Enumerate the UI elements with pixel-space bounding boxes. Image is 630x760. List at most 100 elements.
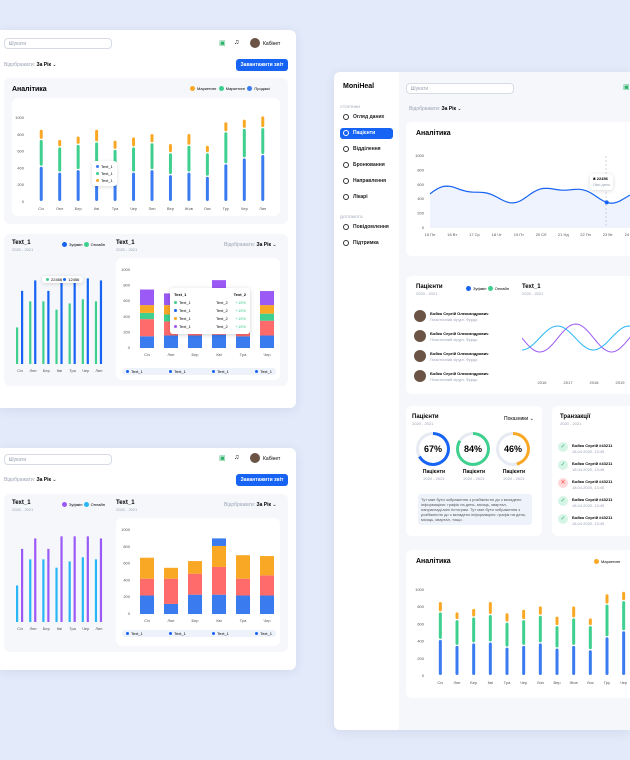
x-tick-label: Тра [504,680,511,685]
bar-segment [260,291,274,306]
search-input[interactable]: Шукати ⌕ [4,38,112,49]
x-tick-label: Гру [604,680,610,685]
period-selector[interactable]: Відображати: За Рік ⌄ [4,477,57,483]
bar-segment [242,119,246,128]
search-input-2[interactable]: Шукати ⌕ [4,454,112,465]
period-selector-3[interactable]: Відображати: За Рік ⌄ [224,502,277,508]
bar-segment [522,645,526,675]
avatar[interactable] [250,453,260,463]
bar [99,280,103,364]
transaction-item[interactable]: ✓ Бойко Сергій #43211 18.04.2020, 13:45 [558,512,630,528]
report-button[interactable]: Завантажити звіт [236,474,288,486]
period-selector[interactable]: Відображати: За Рік ⌄ [409,106,462,112]
line-tooltip: ₴ 22456 Ліки день [590,174,614,190]
bell-icon[interactable]: ♫ [234,454,240,461]
search-input-3[interactable]: Шукати ⌕ [406,83,514,94]
legend-2: Зуфмін Онлайн [62,242,105,248]
bar-segment [205,145,209,153]
bar-segment [455,645,459,675]
user-menu[interactable]: Кабінет [263,41,281,47]
text1-panel-1: Text_1 2020 - 2021 Зуфмін Онлайн Січ Лют Б… [4,234,288,386]
period-selector[interactable]: Відображати: За Рік ⌄ [4,62,57,68]
bar [21,548,24,622]
nav-doctors[interactable]: Лікарі [340,192,393,203]
y-tick-label: 1000 [121,527,131,532]
bar-segment [140,578,154,596]
y-tick-label: 1000 [15,115,25,120]
x-tick-label: Чер [241,206,249,211]
transaction-item[interactable]: ✓ Бойко Сергій #43211 18.04.2020, 13:45 [558,494,630,510]
bar [21,290,24,364]
x-tick-label: Січ [437,680,443,685]
bar-segment [260,305,274,314]
x-tick-label: Лют [56,206,64,211]
report-button[interactable]: Завантажити звіт [236,59,288,71]
search-icon: ⌕ [411,86,414,92]
x-tick-label: Лип [537,680,544,685]
bar-segment [140,336,154,348]
bar-segment [236,336,250,348]
user-menu[interactable]: Кабінет [263,456,281,462]
x-tick-label: Лип [148,206,155,211]
bar-segment [58,172,62,201]
bar [29,301,32,364]
list-item[interactable]: Бойко Сергій Олександрович Пластичний хір… [414,328,514,344]
y-tick-label: 1000 [121,267,131,272]
bar-segment [113,140,117,149]
bar-segment [132,172,136,201]
period-selector-2[interactable]: Відображати: За Рік ⌄ [224,242,277,248]
bar-segment [168,175,172,201]
wallet-icon[interactable]: ▣ [219,40,226,47]
wallet-icon[interactable]: ▣ [219,455,226,462]
bar-segment [438,612,442,639]
bar-segment [132,137,136,147]
list-item[interactable]: Бойко Сергій Олександрович Пластичний хір… [414,308,514,324]
avatar[interactable] [250,38,260,48]
legend-2: Зуфмін Онлайн [62,502,105,508]
bar-segment [76,136,80,144]
x-tick-label: Бер [75,206,83,211]
transaction-item[interactable]: ✓ Бойко Сергій #43211 18.04.2020, 13:45 [558,458,630,474]
wallet-icon[interactable]: ▣ [623,84,630,91]
search-icon: ⌕ [9,457,12,463]
bar-segment [188,335,202,348]
footer-tags: Text_1 Text_1 Text_1 Text_1 [122,630,276,637]
nav-messages[interactable]: Повідомлення [340,222,393,233]
transaction-item[interactable]: ✕ Бойко Сергій #43211 18.04.2020, 13:45 [558,476,630,492]
nav-departments[interactable]: Відділення [340,144,393,155]
y-tick-label: 800 [417,604,424,609]
bell-icon[interactable]: ♫ [234,39,240,46]
x-tick-label: Гру [223,206,229,211]
bar-segment [188,561,202,574]
bar-segment [522,620,526,645]
bar [94,301,98,364]
bar-segment [95,129,99,142]
bar-segment [438,602,442,612]
nav-patients[interactable]: Пацієнти [340,128,393,139]
y-tick-label: 200 [123,329,130,334]
close-icon: ✕ [558,478,568,488]
check-icon: ✓ [558,442,568,452]
bar-segment [140,289,154,306]
bar-segment [224,164,228,201]
bar [47,290,50,364]
bar [55,309,58,364]
nav-overview[interactable]: Огляд даних [340,112,393,123]
y-tick-label: 0 [422,225,425,230]
x-tick-label: Кві [216,618,221,623]
moniheal-app: MoniHeal СТОРІНКИ Огляд даних Пацієнти В… [334,72,630,730]
nav-support[interactable]: Підтримка [340,238,393,249]
bar [81,557,84,622]
list-item[interactable]: Бойко Сергій Олександрович Пластичний хір… [414,348,514,364]
bar-segment [588,618,592,626]
x-tick-label: Чер [263,618,271,623]
bar-segment [242,158,246,201]
nav-referrals[interactable]: Направлення [340,176,393,187]
bar [60,536,63,622]
rings-period[interactable]: Показники ⌄ [504,416,534,422]
transaction-item[interactable]: ✓ Бойко Сергій #43211 18.04.2020, 13:45 [558,440,630,456]
list-item[interactable]: Бойко Сергій Олександрович Пластичний хір… [414,368,514,384]
nav-bookings[interactable]: Бронювання [340,160,393,171]
x-tick-label: Кві [57,626,62,631]
analytics-panel-2: Аналітика Маркетинг 1000 800 600 400 200 0 Січ… [406,550,630,698]
